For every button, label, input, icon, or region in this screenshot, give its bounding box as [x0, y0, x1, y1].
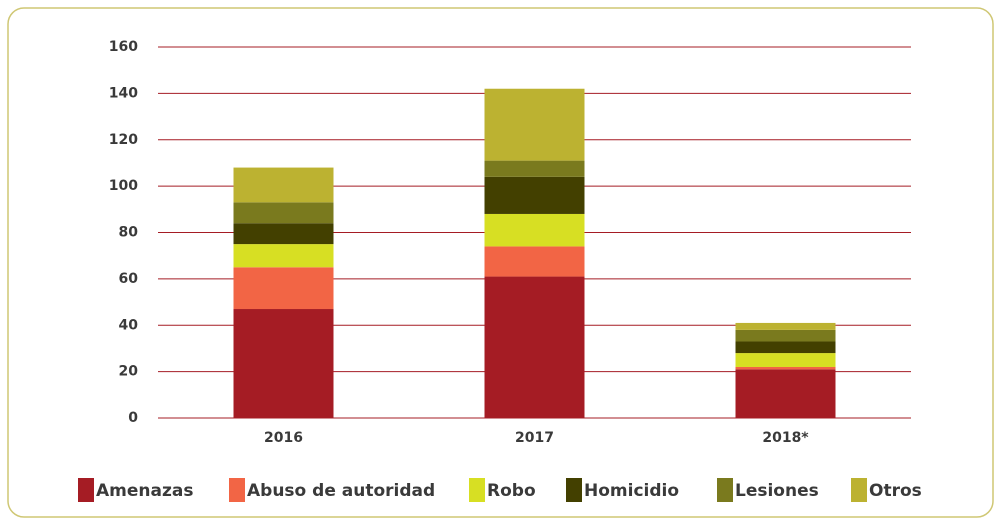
legend-swatch — [229, 478, 245, 502]
bar-segment — [233, 309, 334, 418]
bar-segment — [484, 160, 585, 177]
y-tick-label: 0 — [128, 410, 138, 426]
bar-segment — [233, 244, 334, 268]
bar-segment — [233, 223, 334, 245]
y-tick-label: 100 — [109, 178, 138, 194]
bar-segment — [735, 369, 836, 418]
bar-segment — [233, 267, 334, 310]
bar-segment — [735, 341, 836, 354]
bar-segment — [233, 202, 334, 224]
legend-label: Otros — [869, 481, 922, 501]
bar-segment — [735, 366, 836, 370]
y-tick-label: 160 — [109, 39, 138, 55]
legend-swatch — [717, 478, 733, 502]
bar-segment — [484, 213, 585, 247]
legend-label: Amenazas — [96, 481, 193, 501]
bar-segment — [484, 88, 585, 161]
legend-label: Homicidio — [584, 481, 679, 501]
bar-segment — [484, 246, 585, 277]
x-tick-label: 2017 — [515, 430, 554, 446]
legend-swatch — [78, 478, 94, 502]
y-tick-label: 60 — [119, 271, 139, 287]
y-tick-label: 140 — [109, 85, 138, 101]
x-tick-label: 2018* — [762, 430, 809, 446]
y-tick-label: 40 — [119, 317, 139, 333]
legend-swatch — [851, 478, 867, 502]
legend-swatch — [566, 478, 582, 502]
legend-label: Abuso de autoridad — [247, 481, 435, 501]
bar-segment — [735, 329, 836, 342]
y-tick-label: 80 — [119, 225, 139, 241]
bar-segment — [484, 176, 585, 214]
y-tick-label: 120 — [109, 132, 138, 148]
bar-segment — [735, 322, 836, 330]
legend-swatch — [469, 478, 485, 502]
bar-segment — [233, 167, 334, 203]
bar-segment — [735, 353, 836, 367]
y-tick-label: 20 — [119, 364, 139, 380]
x-tick-label: 2016 — [264, 430, 303, 446]
legend-label: Lesiones — [735, 481, 819, 501]
legend-label: Robo — [487, 481, 536, 501]
bar-segment — [484, 276, 585, 418]
